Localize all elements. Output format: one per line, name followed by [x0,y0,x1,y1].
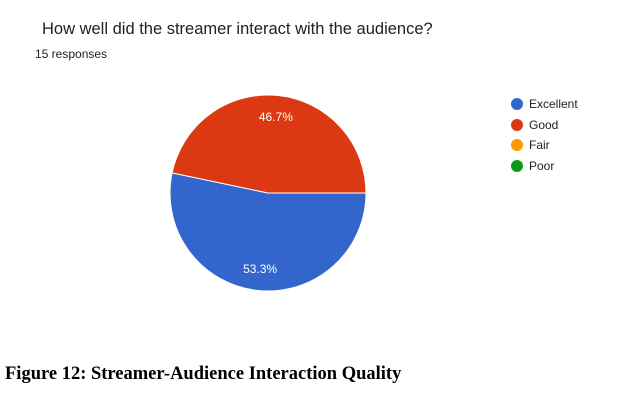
chart-card: How well did the streamer interact with … [35,20,578,292]
response-count: 15 responses [35,47,108,61]
legend-label: Excellent [529,97,578,112]
pie-slice-good [171,94,367,194]
legend-item-good: Good [511,115,578,136]
legend-swatch-icon [511,98,523,111]
legend-label: Poor [529,158,555,173]
legend-swatch-icon [511,159,523,172]
legend-item-excellent: Excellent [511,94,578,115]
legend-swatch-icon [511,118,523,131]
legend-label: Good [529,117,559,132]
legend-item-poor: Poor [511,156,578,177]
chart-title: How well did the streamer interact with … [42,20,433,38]
pie-slice-excellent [169,172,367,292]
legend-label: Fair [529,138,550,153]
legend-item-fair: Fair [511,135,578,156]
slice-label-excellent: 53.3% [243,262,277,276]
chart-legend: Excellent Good Fair Poor [511,94,578,176]
legend-swatch-icon [511,139,523,152]
pie-chart: 53.3% 46.7% [169,94,367,292]
figure-caption: Figure 12: Streamer-Audience Interaction… [5,364,402,384]
slice-label-good: 46.7% [259,110,293,124]
